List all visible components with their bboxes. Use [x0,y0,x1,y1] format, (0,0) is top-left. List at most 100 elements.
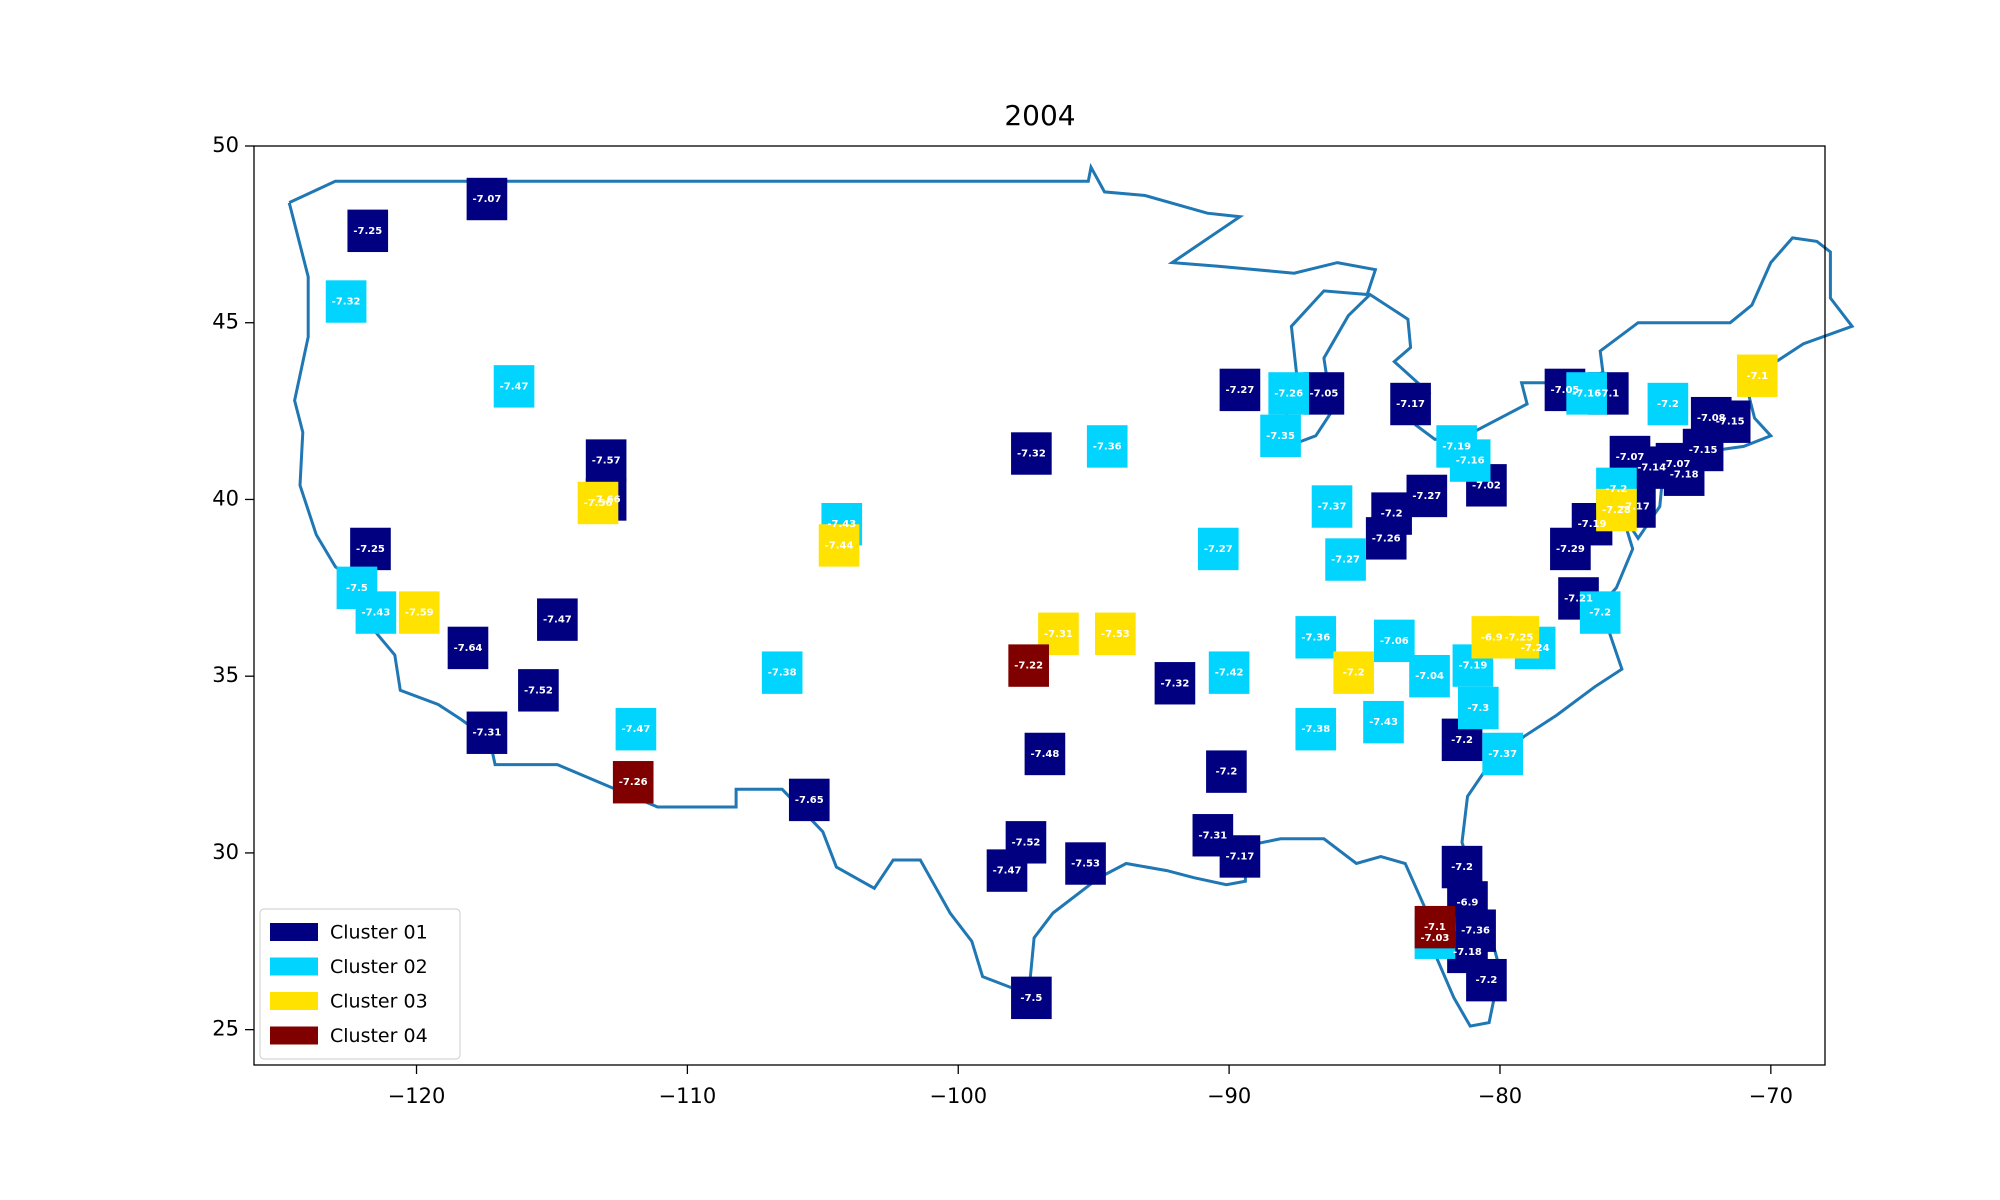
region-label: -7.27 [1204,544,1233,555]
y-tick-label: 35 [212,663,239,687]
region [1065,842,1106,885]
region-label: -7.2 [1589,608,1611,619]
region-label: -7.07 [1662,459,1691,470]
region-label: -7.07 [1616,452,1645,463]
x-tick-label: −90 [1207,1084,1251,1108]
region-label: -7.38 [768,668,797,679]
legend-label: Cluster 03 [330,991,428,1013]
region [466,177,508,221]
region-label: -7.47 [543,615,572,626]
region-label: -7.66 [592,494,621,505]
region [518,669,559,712]
region-label: -7.36 [1301,632,1330,643]
region-label: -7.32 [332,297,361,308]
region-label: -7.2 [1475,975,1497,986]
region [398,591,440,634]
region-label: -7.37 [1488,749,1517,760]
region [1409,654,1450,698]
region-label: -7.3 [1467,703,1489,714]
region-label: -7.18 [1453,947,1482,958]
region [1295,616,1337,659]
region [1414,905,1456,949]
region-label: -7.02 [1472,480,1501,491]
region-label: -7.43 [827,519,856,530]
region-label: -7.15 [1716,417,1745,428]
region-label: -7.05 [1309,388,1338,399]
region-label: -7.52 [524,685,553,696]
region-label: -7.03 [1421,933,1450,944]
region-label: -7.26 [1372,533,1401,544]
region-label: -7.2 [1215,767,1237,778]
region [1086,425,1128,468]
region-label: -7.18 [1670,470,1699,481]
region [1333,651,1375,694]
region-label: -7.36 [1461,926,1490,937]
region [1011,432,1052,475]
region [585,439,627,482]
region-label: -7.06 [1380,636,1409,647]
region-label: -7.26 [1274,388,1303,399]
region-label: -7.36 [1093,441,1122,452]
region-label: -7.25 [353,226,382,237]
label-layer: -7.25 -7.07 -7.57 -7.66 -7.25 -7.47 -7.64 -7.52… [332,194,1769,1004]
region-label: -7.47 [500,381,529,392]
region [1008,644,1049,687]
region-label: -7.53 [1101,629,1130,640]
region-label: -7.2 [1605,484,1627,495]
region [325,280,367,323]
region [1579,591,1621,634]
region [1295,708,1337,751]
region [1596,488,1637,532]
region [1365,517,1407,560]
region [1206,750,1247,793]
region-label: -7.07 [473,194,502,205]
region [577,481,619,525]
legend-swatch [270,923,318,941]
region-label: -7.52 [1012,837,1041,848]
region-label: -7.5 [1020,993,1042,1004]
region-label: -7.08 [1697,413,1726,424]
region-label: -7.64 [454,643,483,654]
axes-frame [253,145,1826,1066]
legend-swatch [270,957,318,976]
region [1268,372,1310,415]
region [986,849,1028,892]
region-label: -7.27 [1412,491,1441,502]
region-layer [325,177,1778,1020]
y-tick-label: 50 [212,133,239,157]
legend-swatch [270,992,318,1010]
region-label: -7.56 [584,498,613,509]
region-label: -7.1 [1424,922,1446,933]
region-label: -7.25 [356,544,385,555]
region [1449,439,1491,482]
region-label: -7.47 [993,866,1022,877]
region-label: -7.15 [1689,445,1718,456]
region [1406,474,1448,518]
region [1303,372,1345,415]
region-label: -7.2 [1381,509,1403,520]
region-label: -7.27 [1226,385,1255,396]
region-label: -7.19 [1578,519,1607,530]
region-label: -7.17 [1621,502,1650,513]
region [347,209,389,253]
region-label: -7.47 [622,724,651,735]
region [447,626,489,670]
region-label: -7.22 [1014,661,1043,672]
region-label: -7.48 [1031,749,1060,760]
x-tick-label: −110 [659,1084,717,1108]
y-tick-label: 40 [212,486,239,510]
region-label: -7.31 [1044,629,1073,640]
region-label: -7.16 [1456,456,1485,467]
region-label: -7.29 [1556,544,1585,555]
region-label: -7.1 [1597,388,1619,399]
legend-swatch [270,1026,318,1045]
region-label: -7.04 [1415,671,1444,682]
region [788,778,830,822]
region [1311,485,1353,528]
region-label: -7.44 [825,540,854,551]
chart-title: 2004 [1004,99,1075,132]
x-tick-label: −70 [1749,1084,1793,1108]
region-label: -7.37 [1318,502,1347,513]
region [1154,662,1196,705]
